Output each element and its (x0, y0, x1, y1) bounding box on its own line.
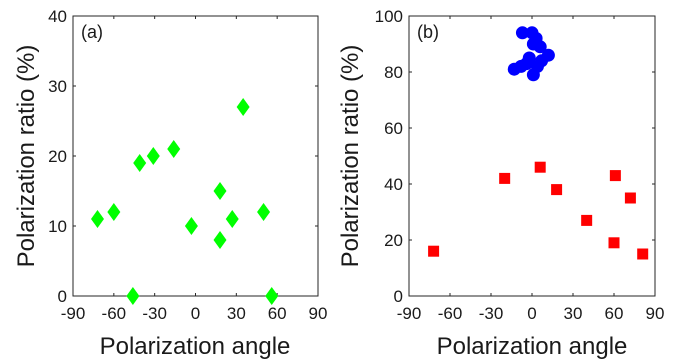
x-tick-label: 90 (309, 304, 328, 323)
data-point-square (551, 184, 562, 195)
x-tick-label: 0 (191, 304, 200, 323)
x-tick-label: 60 (268, 304, 287, 323)
panel-a: -90 -60 -30 0 30 60 90 0 10 20 30 40 (a) Polarizat… (13, 7, 327, 360)
panel-b: -90 -60 -30 0 30 60 90 0 20 40 60 80 100 (b) Polari… (337, 7, 664, 360)
y-tick-label: 0 (58, 287, 67, 306)
panel-a-y-axis-label: Polarization ratio (%) (13, 45, 40, 268)
x-tick-label: 60 (605, 304, 624, 323)
x-tick-label: 90 (646, 304, 665, 323)
panel-b-x-axis-label: Polarization angle (437, 333, 628, 360)
y-tick-label: 0 (394, 287, 403, 306)
panel-a-tag: (a) (81, 22, 103, 42)
x-tick-label: -90 (397, 304, 422, 323)
panel-a-plot-frame (73, 16, 318, 296)
panel-b-y-axis-label: Polarization ratio (%) (337, 45, 364, 268)
data-point-square (609, 237, 620, 248)
y-tick-label: 40 (48, 7, 67, 26)
y-tick-label: 10 (48, 217, 67, 236)
y-tick-label: 30 (48, 77, 67, 96)
data-point-square (535, 162, 546, 173)
panel-b-tag: (b) (417, 22, 439, 42)
data-point-circle (542, 49, 555, 62)
data-point-square (499, 173, 510, 184)
y-tick-label: 80 (384, 63, 403, 82)
x-tick-label: -30 (479, 304, 504, 323)
x-tick-label: -60 (102, 304, 127, 323)
y-tick-label: 20 (384, 231, 403, 250)
data-point-square (581, 215, 592, 226)
y-tick-label: 40 (384, 175, 403, 194)
panel-a-x-axis-label: Polarization angle (100, 333, 291, 360)
data-point-square (610, 170, 621, 181)
x-tick-label: 30 (227, 304, 246, 323)
y-tick-label: 20 (48, 147, 67, 166)
x-tick-label: 0 (527, 304, 536, 323)
x-tick-label: 30 (564, 304, 583, 323)
y-tick-label: 100 (375, 7, 403, 26)
data-point-square (625, 193, 636, 204)
y-tick-label: 60 (384, 119, 403, 138)
data-point-square (637, 249, 648, 260)
x-tick-label: -30 (142, 304, 167, 323)
x-tick-label: -60 (438, 304, 463, 323)
data-point-square (428, 246, 439, 257)
x-tick-label: -90 (61, 304, 86, 323)
